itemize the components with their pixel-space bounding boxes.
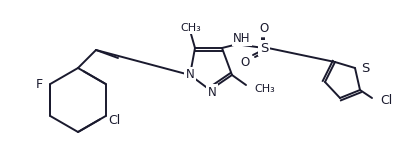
Text: S: S bbox=[361, 62, 370, 75]
Text: F: F bbox=[36, 77, 43, 91]
Text: O: O bbox=[260, 23, 269, 35]
Text: O: O bbox=[240, 57, 250, 69]
Text: CH₃: CH₃ bbox=[180, 23, 201, 33]
Text: N: N bbox=[208, 86, 216, 98]
Text: Cl: Cl bbox=[380, 93, 392, 106]
Text: NH: NH bbox=[233, 31, 251, 45]
Text: CH₃: CH₃ bbox=[254, 84, 275, 94]
Text: Cl: Cl bbox=[109, 114, 121, 127]
Text: S: S bbox=[260, 41, 268, 54]
Text: N: N bbox=[186, 69, 194, 81]
